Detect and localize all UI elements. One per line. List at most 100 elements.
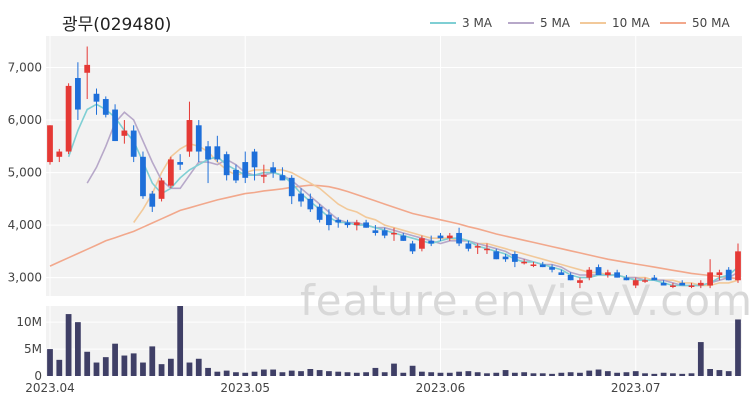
volume-bar (697, 342, 704, 376)
candle-body (65, 85, 72, 152)
volume-bar (47, 349, 53, 376)
candle-body (735, 251, 741, 281)
volume-bar (177, 306, 184, 376)
candle-body (623, 277, 630, 281)
candle-body (270, 167, 277, 173)
price-tick-label: 3,000 (8, 271, 42, 285)
legend-swatch-ma50 (660, 22, 686, 24)
price-tick-label: 4,000 (8, 218, 42, 232)
candle-body (725, 269, 732, 281)
volume-bar (623, 372, 630, 376)
volume-bar (437, 372, 444, 376)
candle-body (511, 253, 518, 262)
volume-bar (400, 372, 407, 376)
candle-body (121, 130, 128, 136)
legend-ma10[interactable]: 10 MA (580, 16, 650, 30)
candle-body (530, 264, 537, 266)
candle-body (391, 232, 397, 235)
volume-bar (56, 359, 63, 376)
candle-body (707, 272, 713, 286)
legend-label-ma10: 10 MA (612, 16, 650, 30)
candle-body (549, 267, 555, 270)
volume-bar (84, 351, 91, 376)
candle-body (242, 162, 249, 178)
candle-body (502, 256, 509, 260)
volume-bar (214, 371, 221, 376)
volume-bar (428, 372, 435, 376)
volume-bar (195, 358, 202, 376)
volume-bar (381, 372, 388, 376)
candle-body (102, 99, 109, 115)
candle-body (288, 177, 295, 197)
candle-body (47, 125, 53, 163)
volume-bar (130, 353, 137, 376)
volume-bar (474, 372, 481, 376)
candle-body (260, 175, 267, 177)
legend-swatch-ma5 (508, 22, 534, 24)
legend-ma3[interactable]: 3 MA (430, 16, 492, 30)
volume-bar (205, 367, 211, 376)
volume-bar (65, 314, 72, 376)
ma50-line (49, 184, 739, 280)
candle-body (316, 206, 323, 220)
candle-body (344, 222, 351, 226)
candle-body (251, 151, 258, 168)
volume-bar (679, 373, 686, 376)
volume-tick-label: 5M (24, 342, 42, 356)
x-tick-label: 2023.04 (25, 381, 75, 395)
volume-bar (688, 373, 695, 376)
x-tick-label: 2023.06 (416, 381, 466, 395)
price-tick-label: 5,000 (8, 166, 42, 180)
volume-bar (242, 372, 249, 376)
volume-bar (595, 369, 602, 376)
volume-bar (353, 372, 360, 376)
volume-bar (660, 372, 667, 376)
volume-bar (121, 355, 128, 376)
volume-bar (707, 369, 713, 376)
volume-bar (577, 372, 583, 376)
candle-body (93, 93, 100, 102)
candle-body (167, 159, 174, 186)
volume-bar (419, 371, 425, 376)
candle-body (558, 272, 565, 275)
volume-bar (112, 343, 118, 376)
volume-bar (604, 371, 611, 376)
volume-bar (167, 358, 174, 376)
legend-ma5[interactable]: 5 MA (508, 16, 570, 30)
x-tick-label: 2023.07 (611, 381, 661, 395)
volume-bar (456, 371, 462, 376)
volume-bar (102, 357, 109, 376)
candle-body (484, 248, 490, 251)
volume-bar (307, 369, 314, 376)
price-tick-label: 6,000 (8, 113, 42, 127)
candle-body (567, 274, 574, 281)
legend-ma50[interactable]: 50 MA (660, 16, 730, 30)
candle-body (679, 282, 686, 286)
volume-bar (251, 371, 258, 376)
legend-label-ma3: 3 MA (462, 16, 493, 30)
candle-body (446, 235, 453, 239)
volume-bar (158, 364, 165, 376)
candle-body (465, 243, 472, 249)
candle-body (660, 282, 667, 286)
candle-body (326, 214, 332, 226)
x-tick-label: 2023.05 (220, 381, 270, 395)
candle-body (428, 240, 435, 244)
price-tick-label: 7,000 (8, 61, 42, 75)
candle-body (400, 235, 407, 241)
volume-bar (186, 362, 193, 376)
volume-bar (502, 370, 509, 376)
volume-bar (288, 370, 295, 376)
candle-body (177, 162, 184, 165)
volume-bar (735, 319, 741, 376)
volume-bar (567, 372, 574, 376)
candle-body (409, 243, 416, 252)
candle-body (158, 180, 165, 199)
candle-body (586, 269, 593, 278)
volume-bar (149, 346, 156, 376)
volume-bar (725, 371, 732, 376)
volume-bar (335, 371, 342, 376)
volume-bar (716, 370, 723, 376)
volume-bar (511, 372, 518, 376)
volume-bar (642, 373, 648, 376)
